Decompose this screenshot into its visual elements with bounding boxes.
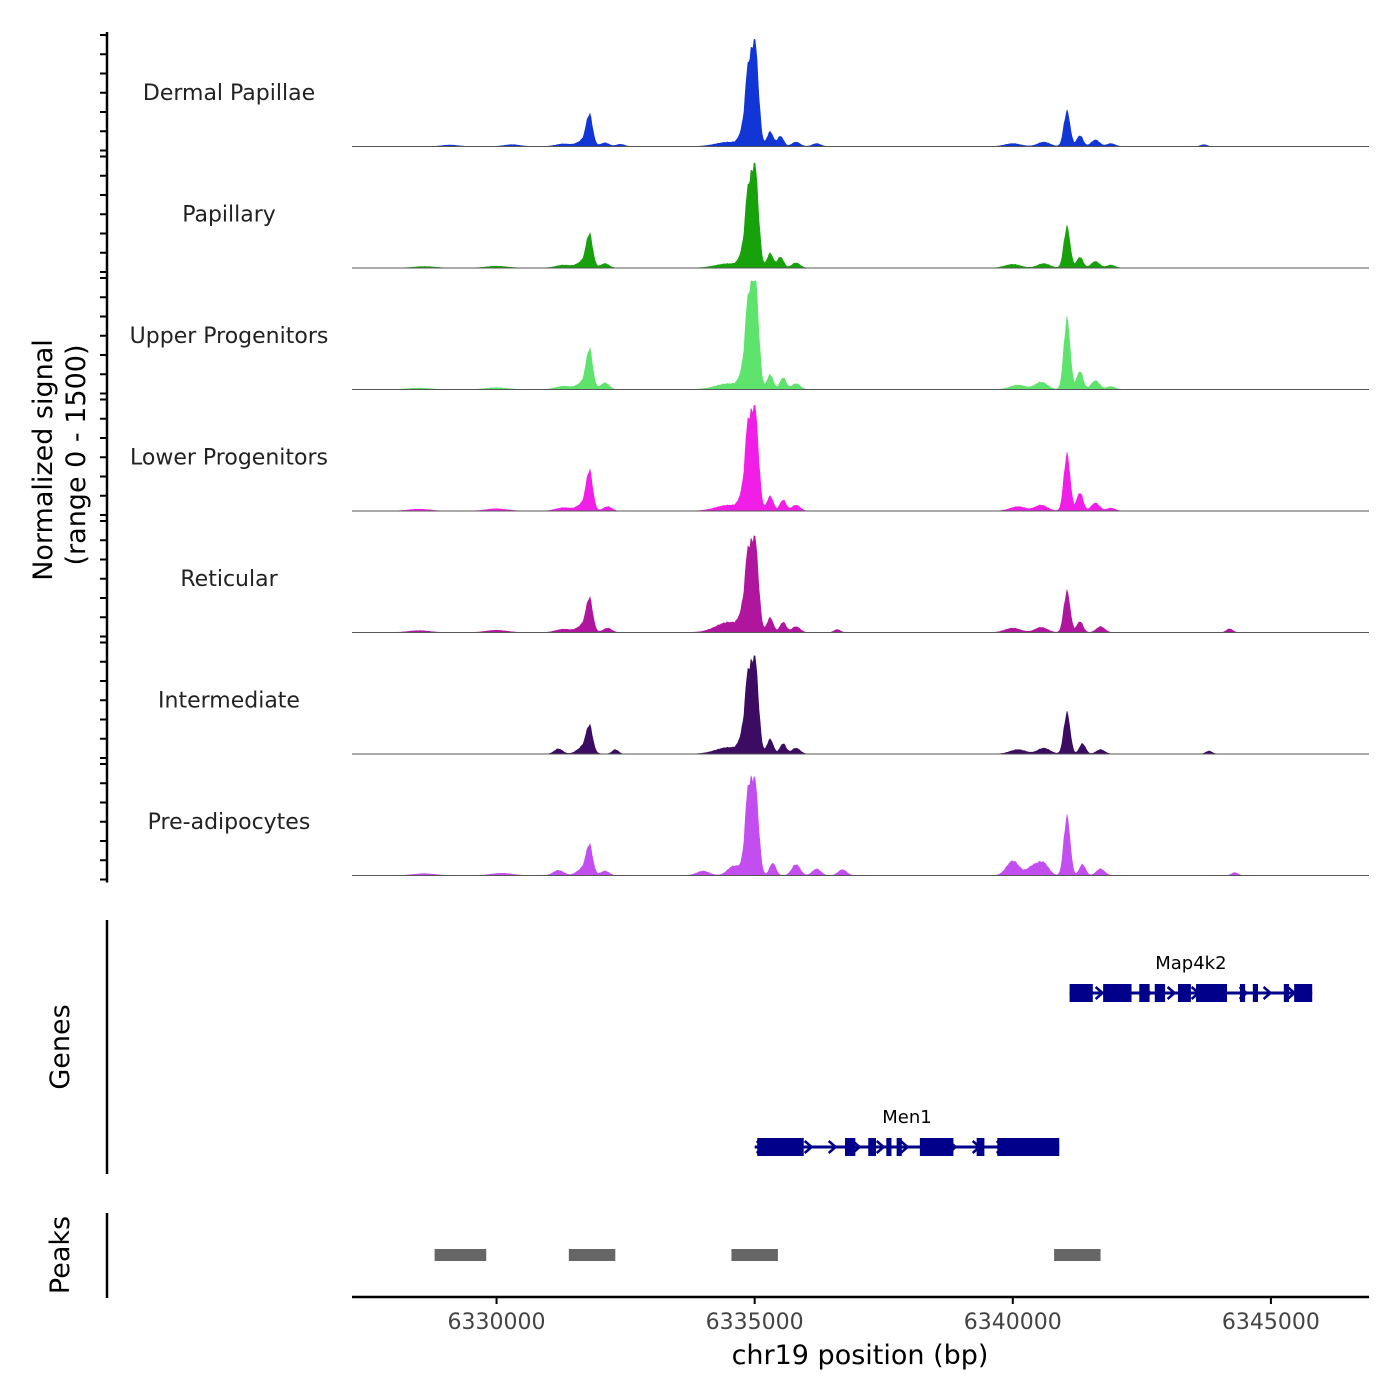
track-label: Pre-adipocytes <box>148 810 311 835</box>
exon <box>1294 984 1313 1002</box>
signal-area <box>352 775 1369 876</box>
genes-panel-label: Genes <box>45 1004 76 1089</box>
exon <box>886 1138 892 1156</box>
exon <box>757 1138 804 1156</box>
signal-area <box>352 405 1369 512</box>
exon <box>1103 984 1132 1002</box>
track-label: Dermal Papillae <box>143 81 315 106</box>
strand-arrow <box>899 1140 910 1154</box>
gene-label: Map4k2 <box>1155 953 1226 974</box>
track-lower-progenitors: Lower Progenitors <box>130 405 1369 512</box>
gene-map4k2: Map4k2 <box>1069 953 1313 1002</box>
signal-area <box>352 162 1369 269</box>
coverage-tracks: Dermal Papillae Papillary Upper Progenitor… <box>130 38 1369 876</box>
track-label: Upper Progenitors <box>130 324 329 349</box>
exon <box>1196 984 1228 1002</box>
exon <box>1177 984 1191 1002</box>
track-pre-adipocytes: Pre-adipocytes <box>148 775 1369 876</box>
signal-area <box>352 535 1369 633</box>
x-tick-label: 6345000 <box>1222 1310 1320 1335</box>
signal-area <box>352 38 1369 147</box>
strand-arrow <box>1166 986 1177 1000</box>
y-axis-title-line2: (range 0 - 1500) <box>61 345 92 566</box>
y-axis-title: Normalized signal (range 0 - 1500) <box>28 339 92 581</box>
track-label: Reticular <box>180 567 278 592</box>
track-label: Intermediate <box>158 689 300 714</box>
exon <box>868 1138 876 1156</box>
exon <box>997 1138 1060 1156</box>
exon <box>976 1138 985 1156</box>
genes-panel: Genes Map4k2 Men1 <box>45 920 1313 1174</box>
track-reticular: Reticular <box>180 535 1369 633</box>
strand-arrow <box>1262 986 1273 1000</box>
gene-label: Men1 <box>882 1107 931 1128</box>
peak-region <box>1054 1249 1101 1261</box>
peaks-panel: Peaks <box>45 1213 1101 1298</box>
x-tick-label: 6340000 <box>964 1310 1062 1335</box>
x-axis-title: chr19 position (bp) <box>732 1340 989 1371</box>
exon <box>1283 984 1289 1002</box>
peak-region <box>434 1249 487 1261</box>
strand-arrow <box>1094 986 1105 1000</box>
track-label: Papillary <box>182 203 276 228</box>
track-intermediate: Intermediate <box>158 655 1369 755</box>
signal-area <box>352 655 1369 755</box>
exon <box>1069 984 1093 1002</box>
coverage-y-axis <box>100 32 109 883</box>
strand-arrow <box>875 1140 886 1154</box>
exon <box>1252 984 1259 1002</box>
exon <box>845 1138 856 1156</box>
x-axis: 6330000 6335000 6340000 6345000 chr19 posit… <box>352 1295 1369 1371</box>
exon <box>1139 984 1150 1002</box>
peaks-panel-label: Peaks <box>45 1216 76 1294</box>
exon <box>1239 984 1246 1002</box>
track-upper-progenitors: Upper Progenitors <box>130 280 1369 390</box>
exon <box>1154 984 1166 1002</box>
strand-arrow <box>803 1140 814 1154</box>
peak-region <box>731 1249 778 1261</box>
track-label: Lower Progenitors <box>130 446 328 471</box>
signal-area <box>352 280 1369 390</box>
track-papillary: Papillary <box>182 162 1369 269</box>
exon <box>919 1138 954 1156</box>
track-dermal-papillae: Dermal Papillae <box>143 38 1369 147</box>
gene-men1: Men1 <box>754 1107 1060 1156</box>
y-axis-title-line1: Normalized signal <box>28 339 59 581</box>
x-tick-label: 6330000 <box>448 1310 546 1335</box>
strand-arrow <box>827 1140 838 1154</box>
peak-region <box>568 1249 616 1261</box>
exon <box>896 1138 902 1156</box>
x-tick-label: 6335000 <box>706 1310 804 1335</box>
